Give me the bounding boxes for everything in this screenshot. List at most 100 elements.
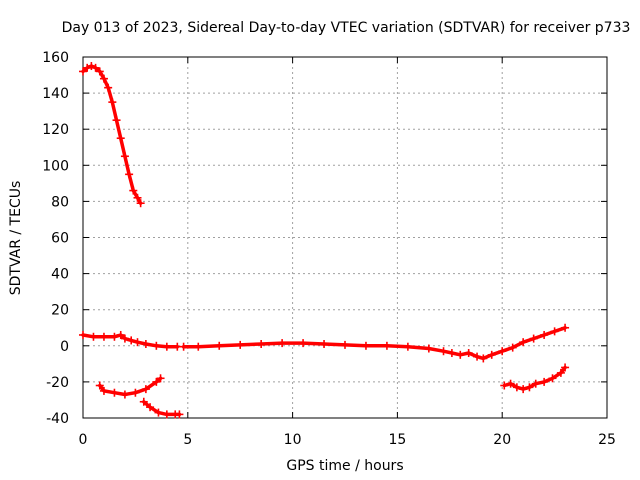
data-point xyxy=(87,62,96,71)
data-point xyxy=(131,388,140,397)
y-tick-label: 160 xyxy=(42,50,69,66)
data-point xyxy=(83,63,92,72)
data-point xyxy=(556,368,565,377)
data-point xyxy=(154,408,163,417)
data-point xyxy=(91,63,100,72)
data-point xyxy=(141,385,150,394)
y-tick-label: 80 xyxy=(51,194,69,210)
data-point xyxy=(95,67,104,76)
y-tick-label: 100 xyxy=(42,158,69,174)
data-point xyxy=(424,344,433,353)
x-tick-label: 5 xyxy=(183,432,192,448)
data-point xyxy=(136,199,145,208)
data-point xyxy=(257,339,266,348)
data-point xyxy=(116,330,125,339)
data-point xyxy=(125,170,134,179)
data-point xyxy=(403,342,412,351)
data-point xyxy=(561,323,570,332)
data-point xyxy=(540,377,549,386)
data-point xyxy=(162,410,171,419)
data-point xyxy=(141,339,150,348)
series-segment-negative-a xyxy=(95,374,165,399)
series-line xyxy=(502,365,567,391)
data-point xyxy=(550,327,559,336)
data-point xyxy=(456,350,465,359)
data-point xyxy=(152,341,161,350)
data-point xyxy=(120,152,129,161)
data-point xyxy=(278,339,287,348)
series-line xyxy=(98,376,163,397)
series-segment-baseline-morning xyxy=(79,330,182,351)
axis-ticks xyxy=(82,56,608,419)
data-point xyxy=(110,388,119,397)
data-point xyxy=(341,340,349,349)
data-point xyxy=(79,330,87,339)
x-tick-label: 10 xyxy=(284,432,302,448)
data-point xyxy=(133,193,142,202)
data-point xyxy=(529,334,538,343)
y-tick-label: 120 xyxy=(42,122,69,138)
y-axis-label: SDTVAR / TECUs xyxy=(8,181,24,296)
data-point xyxy=(79,67,87,76)
data-point xyxy=(112,116,121,125)
data-point xyxy=(99,332,108,341)
x-tick-label: 25 xyxy=(598,432,616,448)
data-point xyxy=(525,383,534,392)
data-point xyxy=(236,340,245,349)
x-tick-label: 0 xyxy=(79,432,88,448)
y-tick-label: 0 xyxy=(60,339,69,355)
data-point xyxy=(215,341,224,350)
data-point xyxy=(439,347,448,356)
data-point xyxy=(500,381,509,390)
data-point xyxy=(320,339,329,348)
data-point xyxy=(133,338,142,347)
data-point xyxy=(110,332,119,341)
data-point xyxy=(104,83,113,92)
chart-title: Day 013 of 2023, Sidereal Day-to-day VTE… xyxy=(62,20,631,36)
data-point xyxy=(508,343,517,352)
series-segment-negative-b xyxy=(139,397,184,419)
data-point xyxy=(127,336,136,345)
data-point xyxy=(129,186,138,195)
y-tick-label: -20 xyxy=(46,375,69,391)
data-point xyxy=(519,385,528,394)
data-point xyxy=(498,347,507,356)
data-point xyxy=(139,397,148,406)
series-segment-baseline-day xyxy=(179,323,570,363)
data-point xyxy=(152,377,161,386)
data-series xyxy=(79,62,570,419)
data-point xyxy=(146,403,155,412)
data-point xyxy=(519,338,528,347)
data-point xyxy=(361,341,370,350)
data-point xyxy=(382,341,391,350)
data-point xyxy=(548,374,557,383)
data-point xyxy=(120,390,129,399)
data-point xyxy=(540,330,549,339)
data-point xyxy=(506,379,515,388)
data-point xyxy=(116,134,125,143)
data-point xyxy=(512,383,521,392)
data-point xyxy=(120,334,129,343)
data-point xyxy=(89,332,98,341)
grid-lines xyxy=(83,57,607,418)
data-point xyxy=(561,363,570,372)
data-point xyxy=(473,352,482,361)
data-point xyxy=(156,374,165,383)
data-point xyxy=(447,349,456,358)
data-point xyxy=(194,342,203,351)
y-tick-label: 20 xyxy=(51,303,69,319)
data-point xyxy=(487,350,496,359)
series-segment-negative-evening xyxy=(500,363,570,394)
tick-labels: 0 5 10 15 20 25 -40 -20 0 20 40 60 80 100 120 140 160 xyxy=(42,50,616,448)
y-tick-label: -40 xyxy=(46,411,69,427)
data-point xyxy=(99,74,108,83)
data-point xyxy=(108,98,117,107)
data-point xyxy=(175,410,184,419)
series-line xyxy=(81,64,143,205)
series-segment-high-descent xyxy=(79,62,145,208)
data-point xyxy=(95,381,104,390)
x-tick-label: 20 xyxy=(493,432,511,448)
x-tick-label: 15 xyxy=(388,432,406,448)
data-point xyxy=(179,342,188,351)
